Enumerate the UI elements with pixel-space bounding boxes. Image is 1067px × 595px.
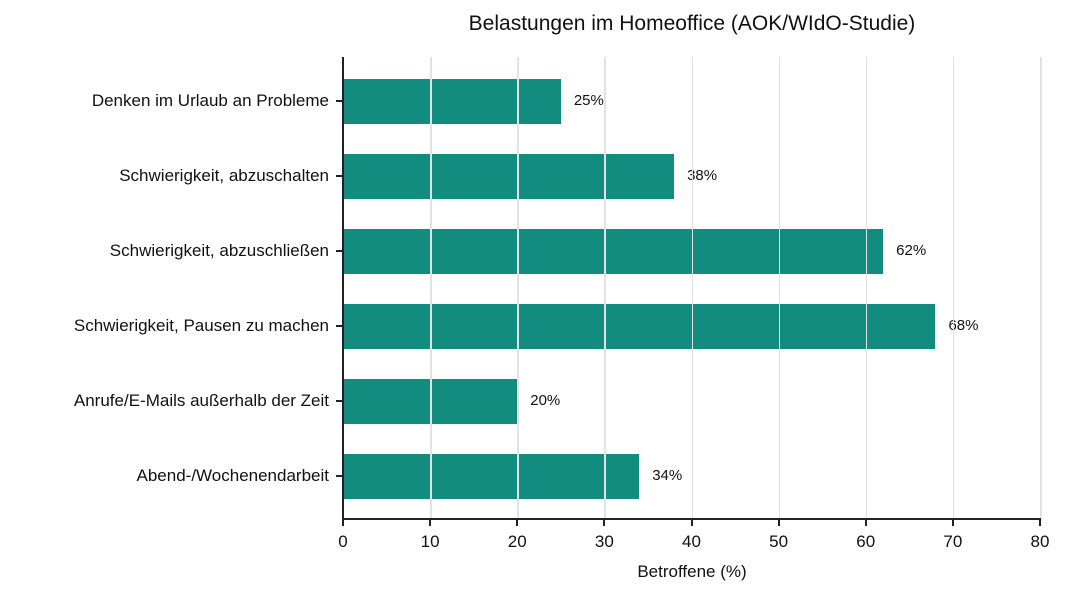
bar-value-label: 34% — [652, 467, 683, 484]
y-tick-label: Schwierigkeit, abzuschließen — [109, 241, 329, 260]
x-tick-label: 30 — [594, 532, 614, 551]
y-tick — [336, 250, 343, 252]
bar-value-label: 62% — [896, 242, 927, 259]
plot-area: 25% 38% 62% 68% 20% 34% — [343, 57, 1042, 519]
x-tick-label: 70 — [943, 532, 963, 551]
x-tick — [342, 519, 344, 526]
bar-value-label: 38% — [687, 167, 718, 184]
gridline — [517, 57, 519, 519]
y-tick-label: Anrufe/E-Mails außerhalb der Zeit — [73, 391, 329, 410]
gridline — [430, 57, 432, 519]
y-tick — [336, 325, 343, 327]
gridline — [1040, 57, 1042, 519]
x-tick — [777, 519, 780, 526]
gridline — [865, 57, 868, 519]
bar-value-label: 20% — [530, 392, 561, 409]
x-tick-label: 0 — [338, 532, 348, 551]
y-tick — [336, 400, 343, 402]
x-tick-label: 20 — [507, 532, 527, 551]
y-tick — [336, 475, 343, 477]
x-tick — [429, 519, 432, 526]
bar — [343, 153, 675, 199]
bar — [343, 453, 640, 499]
x-tick — [951, 519, 954, 526]
x-tick-label: 40 — [682, 532, 701, 551]
y-axis-line — [342, 57, 344, 520]
bar — [343, 228, 884, 274]
x-tick — [864, 519, 867, 526]
gridline — [778, 57, 781, 519]
chart-title: Belastungen im Homeoffice (AOK/WIdO-Stud… — [468, 12, 916, 35]
x-tick-label: 60 — [856, 532, 876, 551]
x-axis-title: Betroffene (%) — [637, 562, 747, 581]
y-tick — [336, 100, 343, 102]
bar — [343, 78, 561, 124]
y-tick — [336, 175, 343, 177]
y-tick-label: Abend-/Wochenendarbeit — [136, 466, 330, 485]
gridline — [604, 57, 606, 519]
x-tick — [690, 519, 693, 526]
x-tick — [603, 519, 606, 526]
y-tick-label: Schwierigkeit, Pausen zu machen — [73, 316, 329, 335]
gridline — [952, 57, 955, 519]
gridline — [691, 57, 693, 519]
bar-value-label: 68% — [948, 317, 979, 334]
x-tick-label: 80 — [1030, 532, 1050, 551]
x-tick-label: 10 — [420, 532, 440, 551]
x-tick-label: 50 — [769, 532, 789, 551]
bar-value-label: 25% — [573, 92, 604, 109]
y-tick-label: Denken im Urlaub an Probleme — [91, 91, 329, 110]
bar — [343, 303, 936, 349]
y-tick-label: Schwierigkeit, abzuschalten — [119, 166, 329, 185]
x-tick — [516, 519, 519, 526]
x-tick — [1039, 519, 1041, 526]
